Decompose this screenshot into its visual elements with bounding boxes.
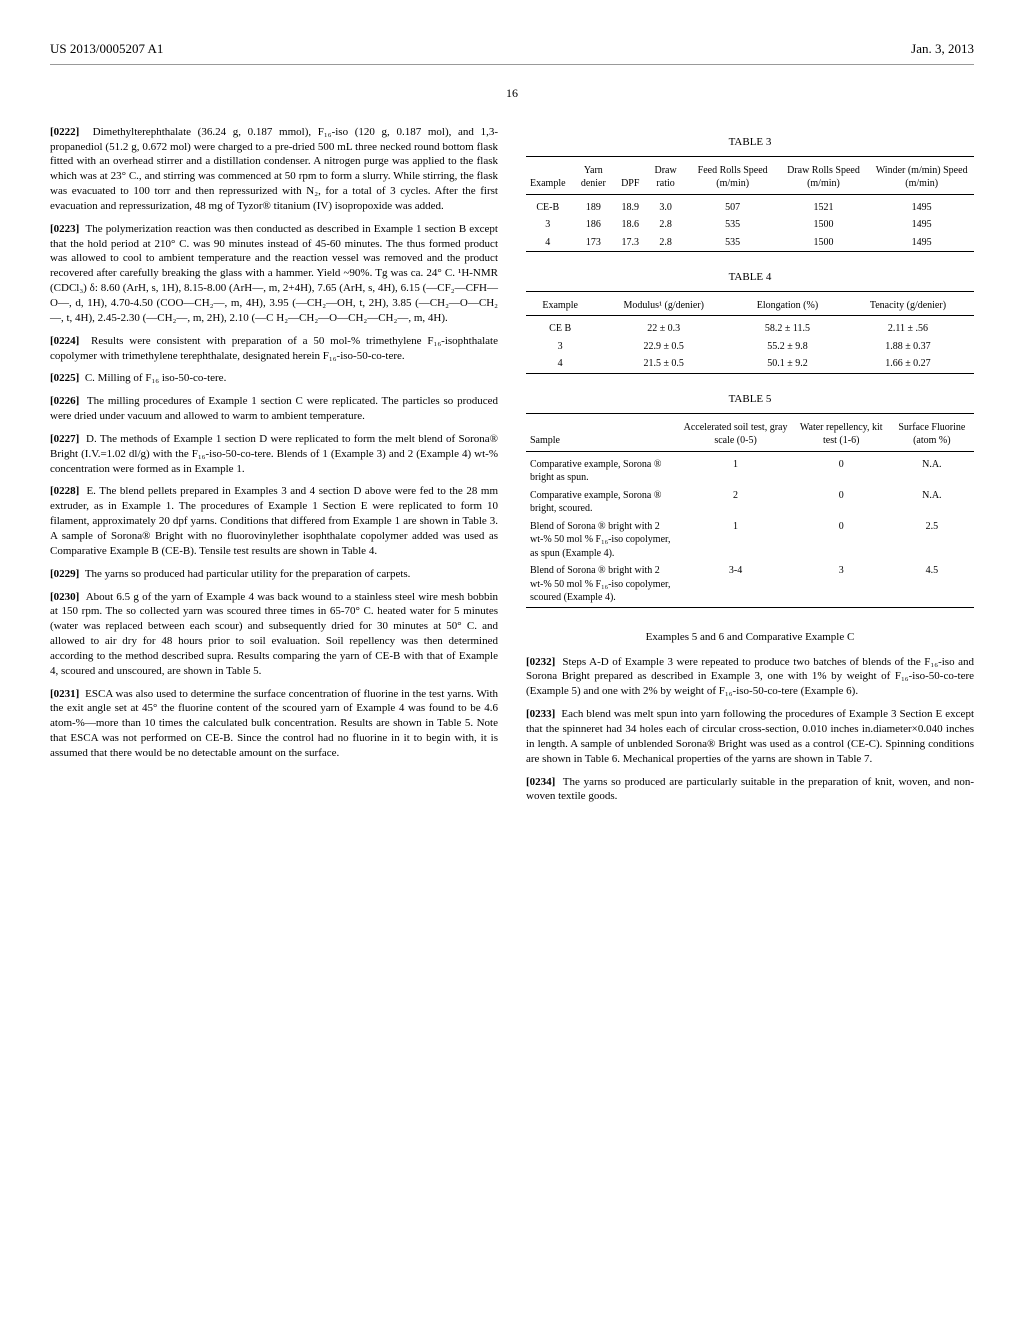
page-number: 16 bbox=[50, 85, 974, 101]
t4-h0: Example bbox=[526, 296, 594, 316]
table-row: CE B22 ± 0.358.2 ± 11.52.11 ± .56 bbox=[526, 320, 974, 338]
table4-title: TABLE 4 bbox=[526, 270, 974, 285]
t3-h5: Draw Rolls Speed (m/min) bbox=[778, 161, 870, 195]
t5-h3: Surface Fluorine (atom %) bbox=[890, 418, 974, 452]
para-0234: [0234] The yarns so produced are particu… bbox=[526, 775, 974, 805]
t3-h1: Yarn denier bbox=[570, 161, 618, 195]
t4-h1: Modulus¹ (g/denier) bbox=[594, 296, 733, 316]
t3-h0: Example bbox=[526, 161, 570, 195]
table-row: 421.5 ± 0.550.1 ± 9.21.66 ± 0.27 bbox=[526, 355, 974, 373]
table-row: CE-B18918.93.050715211495 bbox=[526, 199, 974, 217]
para-0232: [0232] Steps A-D of Example 3 were repea… bbox=[526, 655, 974, 700]
table-4: Example Modulus¹ (g/denier) Elongation (… bbox=[526, 291, 974, 378]
para-0226: [0226] The milling procedures of Example… bbox=[50, 394, 498, 424]
para-0233: [0233] Each blend was melt spun into yar… bbox=[526, 707, 974, 766]
t5-h2: Water repellency, kit test (1-6) bbox=[793, 418, 890, 452]
patent-number: US 2013/0005207 A1 bbox=[50, 40, 163, 58]
page-header: US 2013/0005207 A1 Jan. 3, 2013 bbox=[50, 40, 974, 65]
table-row: 322.9 ± 0.555.2 ± 9.81.88 ± 0.37 bbox=[526, 338, 974, 356]
section-heading: Examples 5 and 6 and Comparative Example… bbox=[526, 630, 974, 645]
t4-h2: Elongation (%) bbox=[733, 296, 842, 316]
para-0222: [0222] Dimethylterephthalate (36.24 g, 0… bbox=[50, 125, 498, 214]
table-3: Example Yarn denier DPF Draw ratio Feed … bbox=[526, 156, 974, 257]
publication-date: Jan. 3, 2013 bbox=[911, 40, 974, 58]
para-0230: [0230] About 6.5 g of the yarn of Exampl… bbox=[50, 590, 498, 679]
para-0223: [0223] The polymerization reaction was t… bbox=[50, 222, 498, 326]
para-0227: [0227] D. The methods of Example 1 secti… bbox=[50, 432, 498, 477]
table-row: Comparative example, Sorona ® bright, sc… bbox=[526, 487, 974, 518]
table3-title: TABLE 3 bbox=[526, 135, 974, 150]
t3-h3: Draw ratio bbox=[643, 161, 687, 195]
para-0229: [0229] The yarns so produced had particu… bbox=[50, 567, 498, 582]
para-0224: [0224] Results were consistent with prep… bbox=[50, 334, 498, 364]
table5-title: TABLE 5 bbox=[526, 392, 974, 407]
t3-h6: Winder (m/min) Speed (m/min) bbox=[869, 161, 974, 195]
para-0225: [0225] C. Milling of F₁₆ iso-50-co-tere. bbox=[50, 371, 498, 386]
table-row: 417317.32.853515001495 bbox=[526, 234, 974, 252]
right-column: TABLE 3 Example Yarn denier DPF Draw rat… bbox=[526, 125, 974, 812]
table-row: 318618.62.853515001495 bbox=[526, 216, 974, 234]
table-row: Comparative example, Sorona ® bright as … bbox=[526, 456, 974, 487]
t5-h0: Sample bbox=[526, 418, 678, 452]
left-column: [0222] Dimethylterephthalate (36.24 g, 0… bbox=[50, 125, 498, 812]
t3-h2: DPF bbox=[617, 161, 643, 195]
table-row: Blend of Sorona ® bright with 2 wt-% 50 … bbox=[526, 562, 974, 607]
t5-h1: Accelerated soil test, gray scale (0-5) bbox=[678, 418, 792, 452]
t4-h3: Tenacity (g/denier) bbox=[842, 296, 974, 316]
t3-h4: Feed Rolls Speed (m/min) bbox=[688, 161, 778, 195]
para-0231: [0231] ESCA was also used to determine t… bbox=[50, 687, 498, 761]
para-0228: [0228] E. The blend pellets prepared in … bbox=[50, 484, 498, 558]
table-row: Blend of Sorona ® bright with 2 wt-% 50 … bbox=[526, 518, 974, 563]
table-5: Sample Accelerated soil test, gray scale… bbox=[526, 413, 974, 612]
